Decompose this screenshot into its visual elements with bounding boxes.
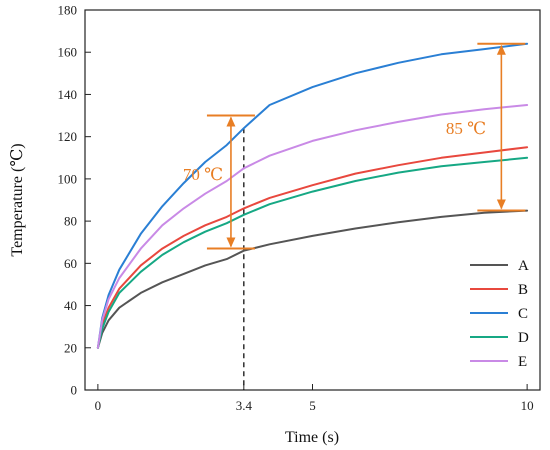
series-line-E bbox=[96, 104, 529, 349]
x-tick-label: 10 bbox=[521, 398, 534, 413]
x-tick-label: 5 bbox=[309, 398, 316, 413]
series-line-A bbox=[96, 209, 529, 349]
plot-frame bbox=[84, 9, 541, 391]
range-right-arrowhead-down bbox=[496, 199, 506, 210]
y-tick-label: 0 bbox=[71, 383, 78, 398]
y-tick-label: 40 bbox=[64, 298, 77, 313]
y-tick-label: 80 bbox=[64, 214, 77, 229]
series-line-B bbox=[96, 146, 529, 349]
y-tick-label: 60 bbox=[64, 256, 77, 271]
x-tick-label: 0 bbox=[95, 398, 102, 413]
y-tick-label: 100 bbox=[58, 171, 78, 186]
y-tick-label: 160 bbox=[58, 45, 78, 60]
range-left-arrowhead-down bbox=[226, 237, 236, 248]
annotations-front: 70 ℃ 85 ℃ bbox=[183, 42, 526, 250]
range-left-label: 70 ℃ bbox=[183, 165, 223, 184]
series-line-C bbox=[96, 42, 529, 349]
x-axis-title: Time (s) bbox=[285, 429, 339, 446]
series-lines bbox=[96, 42, 529, 349]
range-right-arrowhead-up bbox=[496, 44, 506, 55]
legend-label-D: D bbox=[518, 330, 529, 346]
x-tick-label: 3.4 bbox=[236, 398, 253, 413]
legend-label-E: E bbox=[518, 354, 527, 370]
range-right-label: 85 ℃ bbox=[446, 119, 486, 138]
range-left-arrowhead-up bbox=[226, 116, 236, 127]
legend-label-A: A bbox=[518, 258, 529, 274]
axes: 0 20 40 60 80 100 120 140 160 180 0 3.4 5 10 bbox=[58, 3, 534, 414]
y-tick-label: 120 bbox=[58, 129, 78, 144]
y-tick-label: 20 bbox=[64, 340, 77, 355]
legend-label-C: C bbox=[518, 306, 528, 322]
y-tick-label: 180 bbox=[58, 3, 78, 18]
series-line-D bbox=[96, 156, 529, 349]
legend-label-B: B bbox=[518, 282, 528, 298]
y-axis-title: Temperature (℃) bbox=[9, 143, 26, 256]
y-tick-label: 140 bbox=[58, 87, 78, 102]
